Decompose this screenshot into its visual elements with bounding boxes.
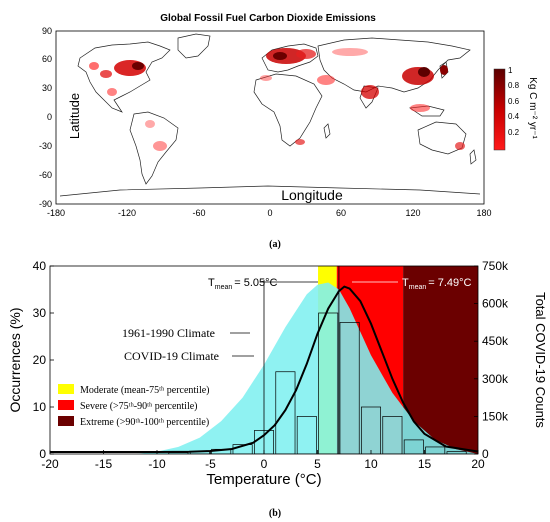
map-title: Global Fossil Fuel Carbon Dioxide Emissi…	[160, 13, 376, 24]
map-colorbar: 1 0.8 0.6 0.4 0.2 Kg C m⁻² yr⁻¹	[493, 66, 538, 151]
emissions-map-panel: Global Fossil Fuel Carbon Dioxide Emissi…	[39, 13, 538, 250]
legend: Moderate (mean-75ᵗʰ percentile) Severe (…	[58, 384, 210, 428]
covid-count-curve	[50, 285, 478, 453]
map-x-tick: -180	[47, 208, 65, 218]
legend-swatch-moderate	[58, 384, 74, 394]
chart-x-tick: -10	[148, 457, 166, 471]
legend-label-moderate: Moderate (mean-75ᵗʰ percentile)	[80, 385, 210, 396]
map-y-ticks: 90 60 30 0 -30 -60 -90	[39, 26, 52, 209]
map-y-tick: 90	[42, 26, 52, 36]
map-xlabel: Longitude	[281, 187, 343, 203]
chart-y-ticks-left: 0 10 20 30 40	[33, 259, 54, 461]
covid-climate-bar	[318, 312, 339, 454]
chart-y-tick-left: 40	[33, 259, 47, 273]
chart-y-tick-right: 0	[482, 447, 489, 461]
chart-x-tick: -15	[95, 457, 113, 471]
chart-ylabel-left: Occurrences (%)	[7, 307, 23, 412]
chart-x-tick: 5	[314, 457, 321, 471]
climate-1961-label: 1961-1990 Climate	[122, 326, 215, 340]
chart-y-tick-left: 0	[39, 447, 46, 461]
map-x-tick: 120	[405, 208, 420, 218]
map-y-tick: 30	[42, 83, 52, 93]
chart-x-ticks: -20 -15 -10 -5 0 5 10 15 20	[41, 450, 485, 471]
chart-y-tick-right: 300k	[482, 372, 509, 386]
t-mean-1-label: Tmean = 5.05°C	[208, 277, 278, 291]
map-x-tick: 0	[267, 208, 272, 218]
chart-y-tick-right: 600k	[482, 297, 509, 311]
panel-a-label: (a)	[269, 239, 281, 250]
legend-swatch-severe	[58, 400, 74, 410]
colorbar-tick: 0.6	[508, 97, 520, 106]
temperature-chart-panel: -20 -15 -10 -5 0 5 10 15 20 0 10 20 30 40 0 150k 300k 4…	[7, 259, 548, 519]
colorbar-gradient	[493, 68, 506, 151]
colorbar-tick: 0.8	[508, 81, 520, 90]
chart-y-ticks-right: 0 150k 300k 450k 600k 750k	[474, 259, 509, 461]
covid-climate-bar	[425, 446, 446, 454]
covid-climate-bar	[275, 371, 296, 454]
chart-y-tick-left: 30	[33, 306, 47, 320]
colorbar-label: Kg C m⁻² yr⁻¹	[527, 77, 538, 139]
legend-label-severe: Severe (>75ᵗʰ-90ᵗʰ percentile)	[80, 401, 198, 412]
map-ylabel: Latitude	[67, 93, 82, 139]
colorbar-tick: 0.4	[508, 112, 520, 121]
legend-label-extreme: Extreme (>90ᵗʰ-100ᵗʰ percentile)	[80, 417, 209, 428]
map-x-tick: -120	[118, 208, 136, 218]
map-y-tick: 60	[42, 54, 52, 64]
map-y-tick: -30	[39, 141, 52, 151]
legend-swatch-extreme	[58, 416, 74, 426]
map-y-tick: -60	[39, 170, 52, 180]
chart-x-tick: 20	[471, 457, 485, 471]
chart-y-tick-right: 750k	[482, 259, 509, 273]
chart-x-tick: 10	[364, 457, 378, 471]
panel-b-label: (b)	[269, 508, 281, 519]
chart-y-tick-right: 450k	[482, 334, 509, 348]
map-x-tick: 180	[476, 208, 491, 218]
colorbar-tick: 0.2	[508, 128, 520, 137]
chart-x-tick: -20	[41, 457, 59, 471]
map-y-tick: -90	[39, 199, 52, 209]
chart-xlabel: Temperature (°C)	[206, 471, 321, 488]
chart-x-tick: 0	[261, 457, 268, 471]
chart-y-tick-left: 10	[33, 400, 47, 414]
chart-x-tick: -5	[205, 457, 216, 471]
colorbar-tick: 1	[508, 66, 513, 75]
emission-hotspots	[89, 48, 465, 151]
map-x-tick: -60	[192, 208, 205, 218]
t-mean-2-label: Tmean = 7.49°C	[402, 277, 472, 291]
chart-y-tick-left: 20	[33, 353, 47, 367]
map-y-tick: 0	[47, 112, 52, 122]
chart-x-tick: 15	[418, 457, 432, 471]
map-x-ticks: -180 -120 -60 0 60 120 180	[47, 208, 492, 218]
covid-climate-bar	[339, 322, 360, 454]
chart-y-tick-right: 150k	[482, 409, 509, 423]
covid-climate-bar	[361, 406, 381, 454]
chart-ylabel-right: Total COVID-19 Counts	[533, 292, 548, 428]
covid-climate-label: COVID-19 Climate	[124, 349, 219, 363]
map-x-tick: 60	[336, 208, 346, 218]
